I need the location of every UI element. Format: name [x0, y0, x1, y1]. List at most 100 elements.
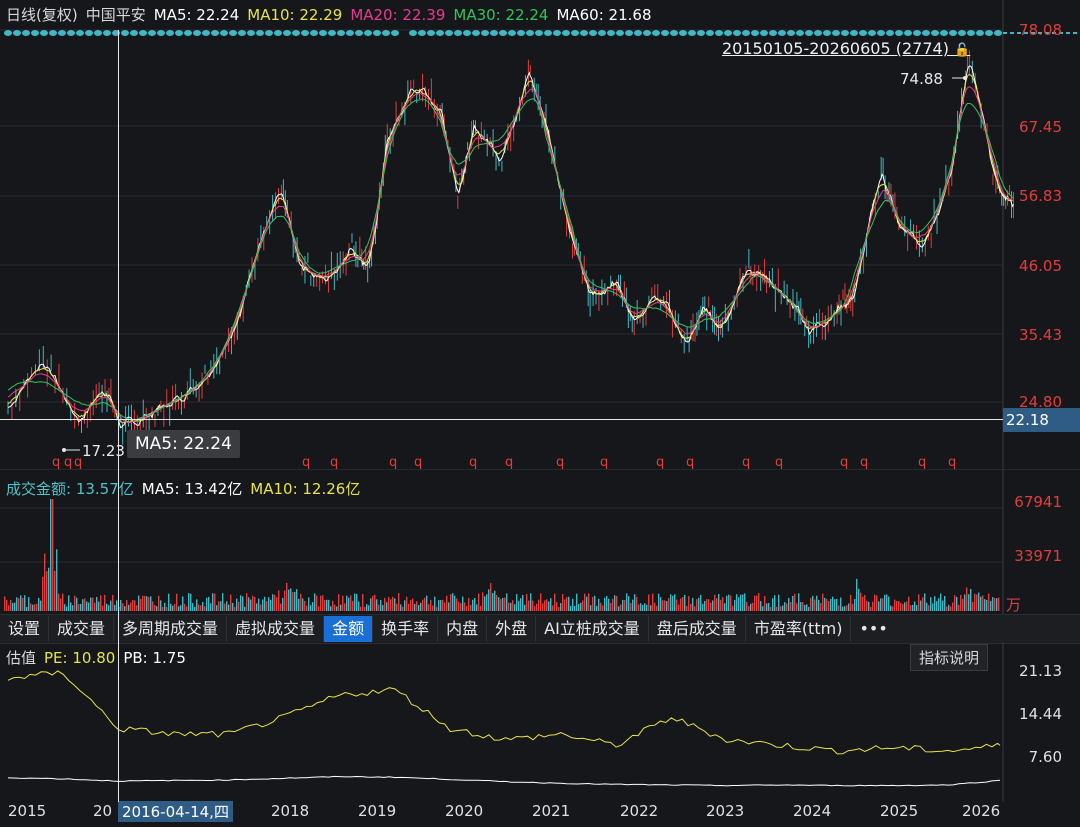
- volume-bar: [84, 598, 86, 611]
- tab-多周期成交量[interactable]: 多周期成交量: [114, 616, 228, 642]
- volume-bar: [108, 605, 110, 611]
- volume-bar: [958, 604, 960, 611]
- event-dot: [877, 30, 885, 36]
- period-label[interactable]: 日线(复权): [6, 6, 78, 24]
- event-dot: [490, 30, 498, 36]
- volume-bar: [596, 606, 598, 611]
- event-dot: [607, 30, 615, 36]
- tab-成交量[interactable]: 成交量: [49, 616, 115, 642]
- volume-bar: [982, 595, 984, 611]
- volume-bar: [280, 603, 282, 611]
- volume-bar: [562, 594, 564, 611]
- volume-bar: [402, 606, 404, 611]
- volume-bar: [516, 594, 518, 611]
- volume-bar: [586, 596, 588, 611]
- volume-bar: [228, 604, 230, 611]
- volume-bar: [232, 602, 234, 611]
- volume-bar: [672, 595, 674, 611]
- volume-bar: [632, 599, 634, 611]
- event-marker: q: [742, 455, 750, 470]
- volume-bar: [692, 597, 694, 611]
- valuation-chart[interactable]: [0, 642, 1080, 802]
- volume-bar: [78, 604, 80, 611]
- event-dot: [184, 30, 192, 36]
- tab-AI立桩成交量[interactable]: AI立桩成交量: [536, 616, 649, 642]
- volume-bar: [96, 596, 98, 611]
- volume-bar: [260, 604, 262, 611]
- volume-bar: [912, 604, 914, 611]
- event-dot: [787, 30, 795, 36]
- volume-bar: [358, 601, 360, 611]
- tab-虚拟成交量[interactable]: 虚拟成交量: [227, 616, 325, 642]
- event-dot: [31, 30, 39, 36]
- date-range-label[interactable]: 20150105-20260605 (2774) 🔓: [722, 39, 970, 58]
- event-dot: [778, 30, 786, 36]
- volume-bar: [166, 606, 168, 611]
- volume-bar: [322, 595, 324, 611]
- event-dot: [868, 30, 876, 36]
- volume-bar: [262, 599, 264, 611]
- event-dot: [508, 30, 516, 36]
- date-tick: 2022: [620, 802, 659, 820]
- volume-bar: [210, 603, 212, 611]
- tab-外盘[interactable]: 外盘: [487, 616, 537, 642]
- volume-bar: [248, 597, 250, 611]
- more-tabs-button[interactable]: •••: [859, 619, 888, 638]
- volume-bar: [496, 595, 498, 611]
- tab-内盘[interactable]: 内盘: [438, 616, 488, 642]
- volume-bar: [444, 602, 446, 611]
- volume-bar: [374, 594, 376, 611]
- volume-bar: [202, 601, 204, 611]
- event-dot: [697, 30, 705, 36]
- event-dot: [85, 30, 93, 36]
- date-tick: 2025: [880, 802, 919, 820]
- volume-bar: [472, 599, 474, 611]
- volume-tick: 67941: [1014, 493, 1062, 511]
- volume-bar: [732, 605, 734, 611]
- volume-bar: [758, 593, 760, 611]
- volume-chart[interactable]: [0, 470, 1080, 614]
- volume-bar: [874, 594, 876, 611]
- volume-bar: [136, 605, 138, 611]
- volume-bar: [304, 600, 306, 611]
- tab-盘后成交量[interactable]: 盘后成交量: [649, 616, 746, 642]
- event-dot: [229, 30, 237, 36]
- volume-bar: [936, 601, 938, 611]
- volume-bar: [532, 600, 534, 611]
- event-dot: [121, 30, 129, 36]
- tab-设置[interactable]: 设置: [0, 616, 50, 642]
- event-dot: [319, 30, 327, 36]
- high-label: 74.88: [900, 70, 943, 88]
- volume-bar: [664, 600, 666, 611]
- event-dot: [679, 30, 687, 36]
- volume-bar: [690, 603, 692, 611]
- volume-bar: [208, 596, 210, 611]
- tab-换手率[interactable]: 换手率: [373, 616, 439, 642]
- volume-bar: [906, 601, 908, 611]
- volume-bar: [376, 599, 378, 611]
- event-dot: [796, 30, 804, 36]
- low-label: 17.23: [82, 442, 125, 460]
- event-dot: [175, 30, 183, 36]
- tab-市盈率(ttm)[interactable]: 市盈率(ttm): [746, 616, 852, 642]
- event-dot: [553, 30, 561, 36]
- volume-bar: [952, 602, 954, 611]
- volume-bar: [606, 596, 608, 611]
- event-dot: [427, 30, 435, 36]
- event-dot: [94, 30, 102, 36]
- volume-bar: [744, 593, 746, 611]
- volume-bar: [234, 606, 236, 611]
- volume-bar: [440, 600, 442, 611]
- volume-bar: [436, 606, 438, 611]
- indicator-help-button[interactable]: 指标说明: [910, 644, 989, 671]
- event-dot: [283, 30, 291, 36]
- volume-bar: [988, 593, 990, 611]
- volume-bar: [716, 598, 718, 611]
- volume-bar: [600, 602, 602, 611]
- event-dot: [328, 30, 336, 36]
- volume-bar: [584, 593, 586, 611]
- ma20-line: [7, 85, 1014, 424]
- volume-bar: [294, 591, 296, 611]
- tab-金额[interactable]: 金额: [324, 616, 374, 642]
